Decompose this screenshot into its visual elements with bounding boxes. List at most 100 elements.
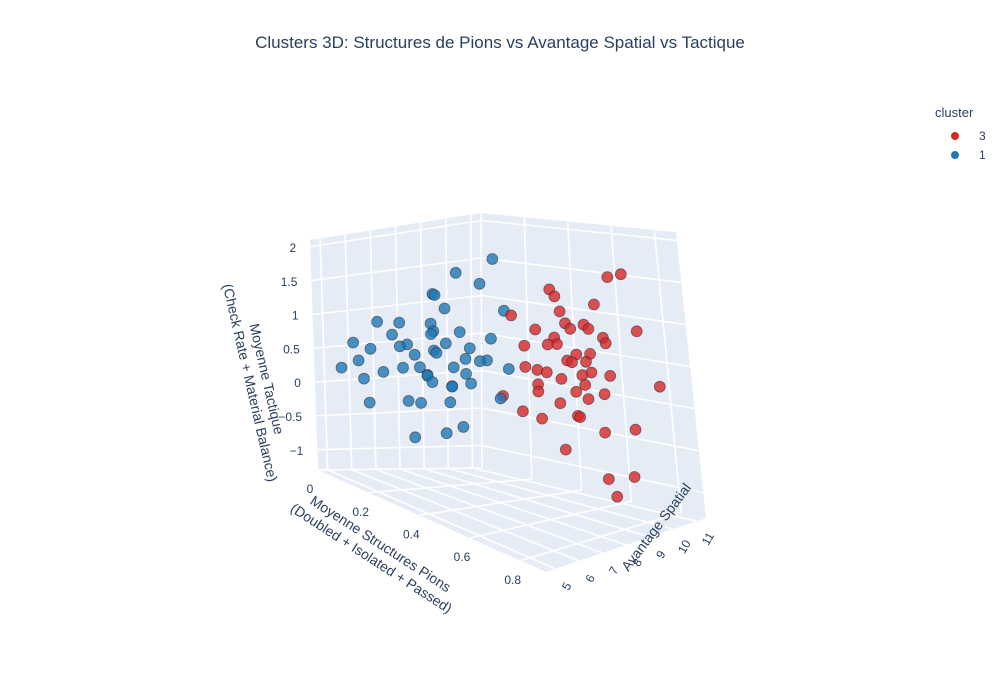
- legend-marker: [951, 150, 959, 159]
- data-point-series-1: [402, 394, 415, 407]
- data-point-series-3: [532, 385, 545, 398]
- data-point-series-3: [599, 337, 612, 350]
- data-point-series-3: [559, 443, 572, 456]
- data-point-series-3: [614, 268, 627, 281]
- data-point-series-3: [541, 338, 554, 351]
- z-tick-label: −0.5: [278, 410, 302, 424]
- z-axis-title: Moyenne Tactique(Check Rate + Material B…: [220, 278, 298, 483]
- data-point-series-1: [358, 372, 370, 385]
- data-point-series-1: [457, 420, 470, 433]
- data-point-series-3: [519, 360, 532, 373]
- legend-label: 1: [979, 147, 986, 162]
- data-point-series-1: [426, 376, 439, 389]
- data-point-series-1: [486, 253, 499, 265]
- z-gridline: [481, 444, 704, 494]
- data-point-series-1: [463, 342, 476, 355]
- data-point-series-1: [413, 361, 426, 374]
- data-point-series-3: [517, 405, 529, 418]
- data-point-series-3: [536, 412, 548, 425]
- z-tick-label: 0: [294, 376, 301, 390]
- data-points: [335, 253, 666, 503]
- data-point-series-1: [440, 427, 453, 440]
- data-point-series-1: [447, 361, 460, 374]
- data-point-series-1: [428, 289, 441, 302]
- x-tick-label: 0: [307, 482, 314, 496]
- data-point-series-3: [599, 426, 611, 439]
- data-point-series-1: [494, 392, 507, 405]
- data-point-series-3: [628, 471, 641, 483]
- data-point-series-1: [371, 315, 384, 328]
- data-point-series-1: [415, 396, 428, 409]
- data-point-series-1: [439, 337, 452, 350]
- y-tick-label: 10: [675, 537, 694, 556]
- data-point-series-3: [574, 411, 587, 424]
- data-point-series-3: [548, 290, 561, 303]
- side-pane: [481, 213, 706, 518]
- data-point-series-3: [505, 309, 518, 322]
- data-point-series-1: [393, 316, 406, 329]
- data-point-series-3: [518, 339, 531, 352]
- z-tick-label: 2: [290, 241, 297, 255]
- data-point-series-3: [566, 356, 578, 369]
- data-point-series-1: [408, 348, 421, 361]
- y-tick-label: 6: [582, 572, 598, 585]
- data-point-series-1: [465, 377, 478, 390]
- y-gridline: [470, 214, 474, 469]
- x-gridline: [653, 229, 682, 513]
- y-gridline: [472, 467, 697, 522]
- data-point-series-1: [460, 367, 473, 380]
- data-point-series-3: [653, 380, 666, 393]
- data-point-series-1: [364, 342, 377, 355]
- x-tick-label: 0.8: [504, 573, 521, 587]
- x-tick-label: 0.6: [454, 550, 471, 564]
- y-gridline: [344, 234, 353, 470]
- y-tick-label: 5: [559, 580, 575, 593]
- data-point-series-3: [540, 366, 553, 379]
- data-point-series-3: [604, 369, 617, 382]
- x-tick-label: 0.2: [352, 505, 369, 519]
- data-point-series-1: [438, 302, 451, 315]
- data-point-series-3: [553, 305, 566, 318]
- data-point-series-1: [473, 355, 486, 368]
- data-point-series-1: [459, 352, 472, 365]
- chart-title: Clusters 3D: Structures de Pions vs Avan…: [255, 33, 745, 52]
- data-point-series-1: [363, 396, 376, 409]
- x-tick-label: 0.4: [403, 528, 420, 542]
- y-gridline: [327, 469, 556, 570]
- data-point-series-3: [529, 323, 542, 336]
- x-gridline: [610, 225, 633, 502]
- data-point-series-1: [502, 363, 515, 375]
- data-point-series-3: [601, 271, 614, 284]
- z-tick-label: 1: [292, 309, 299, 323]
- y-gridline: [375, 468, 603, 554]
- data-point-series-1: [453, 326, 466, 339]
- data-point-series-1: [425, 328, 437, 341]
- z-gridline: [481, 257, 682, 284]
- z-gridline: [481, 332, 691, 368]
- data-point-series-1: [473, 277, 486, 290]
- z-tick-label: 1.5: [281, 275, 298, 289]
- y-gridline: [399, 468, 627, 546]
- legend-label: 3: [979, 128, 986, 143]
- data-point-series-1: [386, 328, 399, 341]
- data-point-series-3: [576, 369, 589, 382]
- legend-title: cluster: [935, 105, 974, 120]
- data-point-series-1: [352, 354, 365, 367]
- data-point-series-1: [393, 340, 406, 353]
- legend-item-series-0[interactable]: 3: [935, 126, 986, 145]
- x-gridline: [480, 212, 483, 469]
- data-point-series-3: [580, 355, 592, 368]
- data-point-series-1: [444, 396, 457, 409]
- legend-item-series-1[interactable]: 1: [935, 145, 986, 164]
- y-tick-label: 11: [699, 530, 718, 548]
- data-point-series-1: [377, 365, 390, 378]
- data-point-series-3: [629, 423, 642, 436]
- data-point-series-3: [602, 473, 615, 486]
- data-point-series-3: [570, 385, 583, 398]
- data-point-series-3: [555, 372, 568, 385]
- y-tick-label: 9: [653, 548, 669, 561]
- data-point-series-3: [564, 322, 577, 335]
